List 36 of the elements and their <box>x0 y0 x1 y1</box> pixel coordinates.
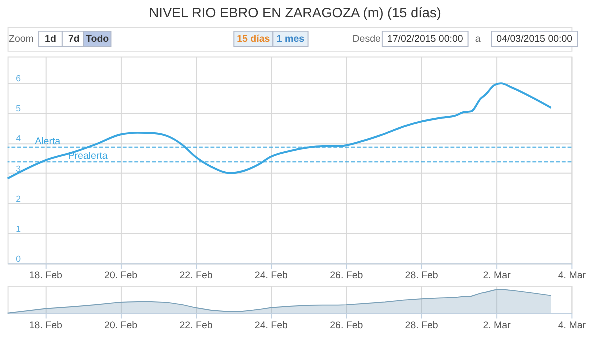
x-tick-label: 2. Mar <box>483 270 512 282</box>
x-tick-label: 20. Feb <box>104 320 138 332</box>
chart-title: NIVEL RIO EBRO EN ZARAGOZA (m) (15 días) <box>149 6 442 21</box>
text: 17/02/2015 00:00 <box>387 34 464 46</box>
y-tick-label: 0 <box>16 254 22 264</box>
x-tick-label: 24. Feb <box>254 320 289 332</box>
text: Todo <box>86 34 110 46</box>
x-tick-label: 26. Feb <box>330 270 364 282</box>
y-tick-label: 6 <box>16 74 22 84</box>
x-tick-label: 20. Feb <box>104 270 138 282</box>
y-tick-label: 4 <box>16 134 22 144</box>
x-tick-label: 22. Feb <box>180 270 214 282</box>
text: 1 mes <box>276 34 306 46</box>
x-tick-label: 24. Feb <box>254 270 289 282</box>
x-tick-label: 26. Feb <box>330 320 364 332</box>
ref-line-label: Alerta <box>35 136 62 148</box>
y-tick-label: 1 <box>16 224 22 234</box>
x-tick-label: 2. Mar <box>483 320 512 332</box>
text: 04/03/2015 00:00 <box>496 34 574 46</box>
text: Desde <box>352 34 381 46</box>
y-tick-label: 5 <box>16 104 22 114</box>
y-tick-label: 2 <box>16 194 22 204</box>
x-tick-label: 18. Feb <box>29 320 63 332</box>
ref-line-label: Prealerta <box>68 151 108 162</box>
text: 7d <box>68 34 80 46</box>
x-tick-label: 4. Mar <box>558 320 587 332</box>
x-tick-label: 28. Feb <box>405 320 439 332</box>
text: a <box>475 34 482 46</box>
text: 1d <box>45 34 56 46</box>
y-tick-label: 3 <box>16 164 22 174</box>
text: 15 días <box>237 34 271 46</box>
x-tick-label: 28. Feb <box>405 270 439 282</box>
x-tick-label: 22. Feb <box>180 320 214 332</box>
text: Zoom <box>8 34 34 46</box>
x-tick-label: 4. Mar <box>558 270 587 282</box>
x-tick-label: 18. Feb <box>29 270 63 282</box>
